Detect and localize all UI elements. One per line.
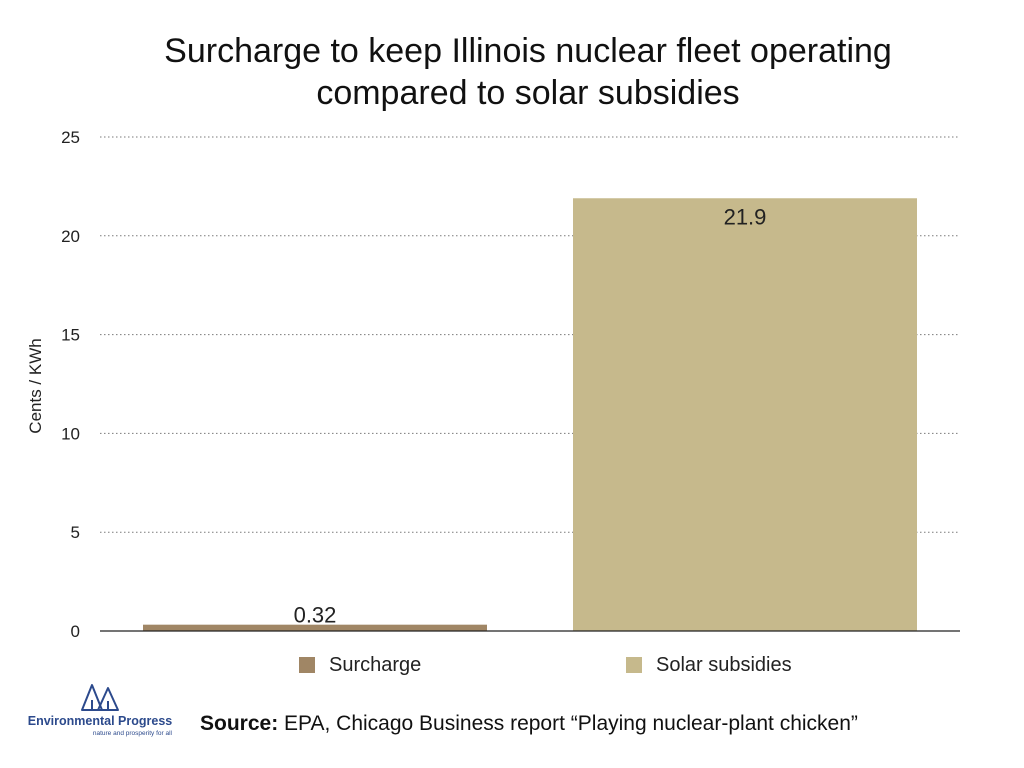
y-tick-label: 0 bbox=[71, 622, 80, 641]
y-tick-label: 20 bbox=[61, 227, 80, 246]
logo-tagline: nature and prosperity for all bbox=[92, 730, 172, 737]
y-tick-label: 25 bbox=[61, 128, 80, 147]
legend-item-surcharge: Surcharge bbox=[299, 652, 421, 678]
bar-data-label: 21.9 bbox=[724, 204, 767, 229]
legend-label-surcharge: Surcharge bbox=[329, 653, 422, 676]
source-text: EPA, Chicago Business report “Playing nu… bbox=[278, 712, 858, 735]
bar-data-label: 0.32 bbox=[294, 603, 337, 628]
y-axis-label: Cents / KWh bbox=[26, 338, 45, 433]
chart-title-line-1: Surcharge to keep Illinois nuclear fleet… bbox=[164, 32, 892, 70]
legend-item-solar: Solar subsidies bbox=[626, 652, 792, 678]
bar bbox=[143, 624, 487, 631]
y-tick-label: 15 bbox=[61, 326, 80, 345]
source-label: Source: bbox=[200, 712, 279, 735]
legend-swatch-surcharge bbox=[299, 657, 315, 673]
environmental-progress-logo: Environmental Progress nature and prospe… bbox=[22, 682, 178, 742]
source-note: Source: EPA, Chicago Business report “Pl… bbox=[200, 712, 858, 736]
y-tick-label: 10 bbox=[61, 424, 80, 443]
legend-label-solar: Solar subsidies bbox=[656, 653, 792, 676]
chart-title-line-2: compared to solar subsidies bbox=[316, 74, 740, 112]
trees-icon bbox=[81, 684, 119, 711]
logo-name: Environmental Progress bbox=[27, 714, 173, 728]
legend-swatch-solar bbox=[626, 657, 642, 673]
bar bbox=[573, 198, 917, 632]
y-tick-label: 5 bbox=[71, 523, 80, 542]
chart-title: Surcharge to keep Illinois nuclear fleet… bbox=[0, 30, 1024, 114]
